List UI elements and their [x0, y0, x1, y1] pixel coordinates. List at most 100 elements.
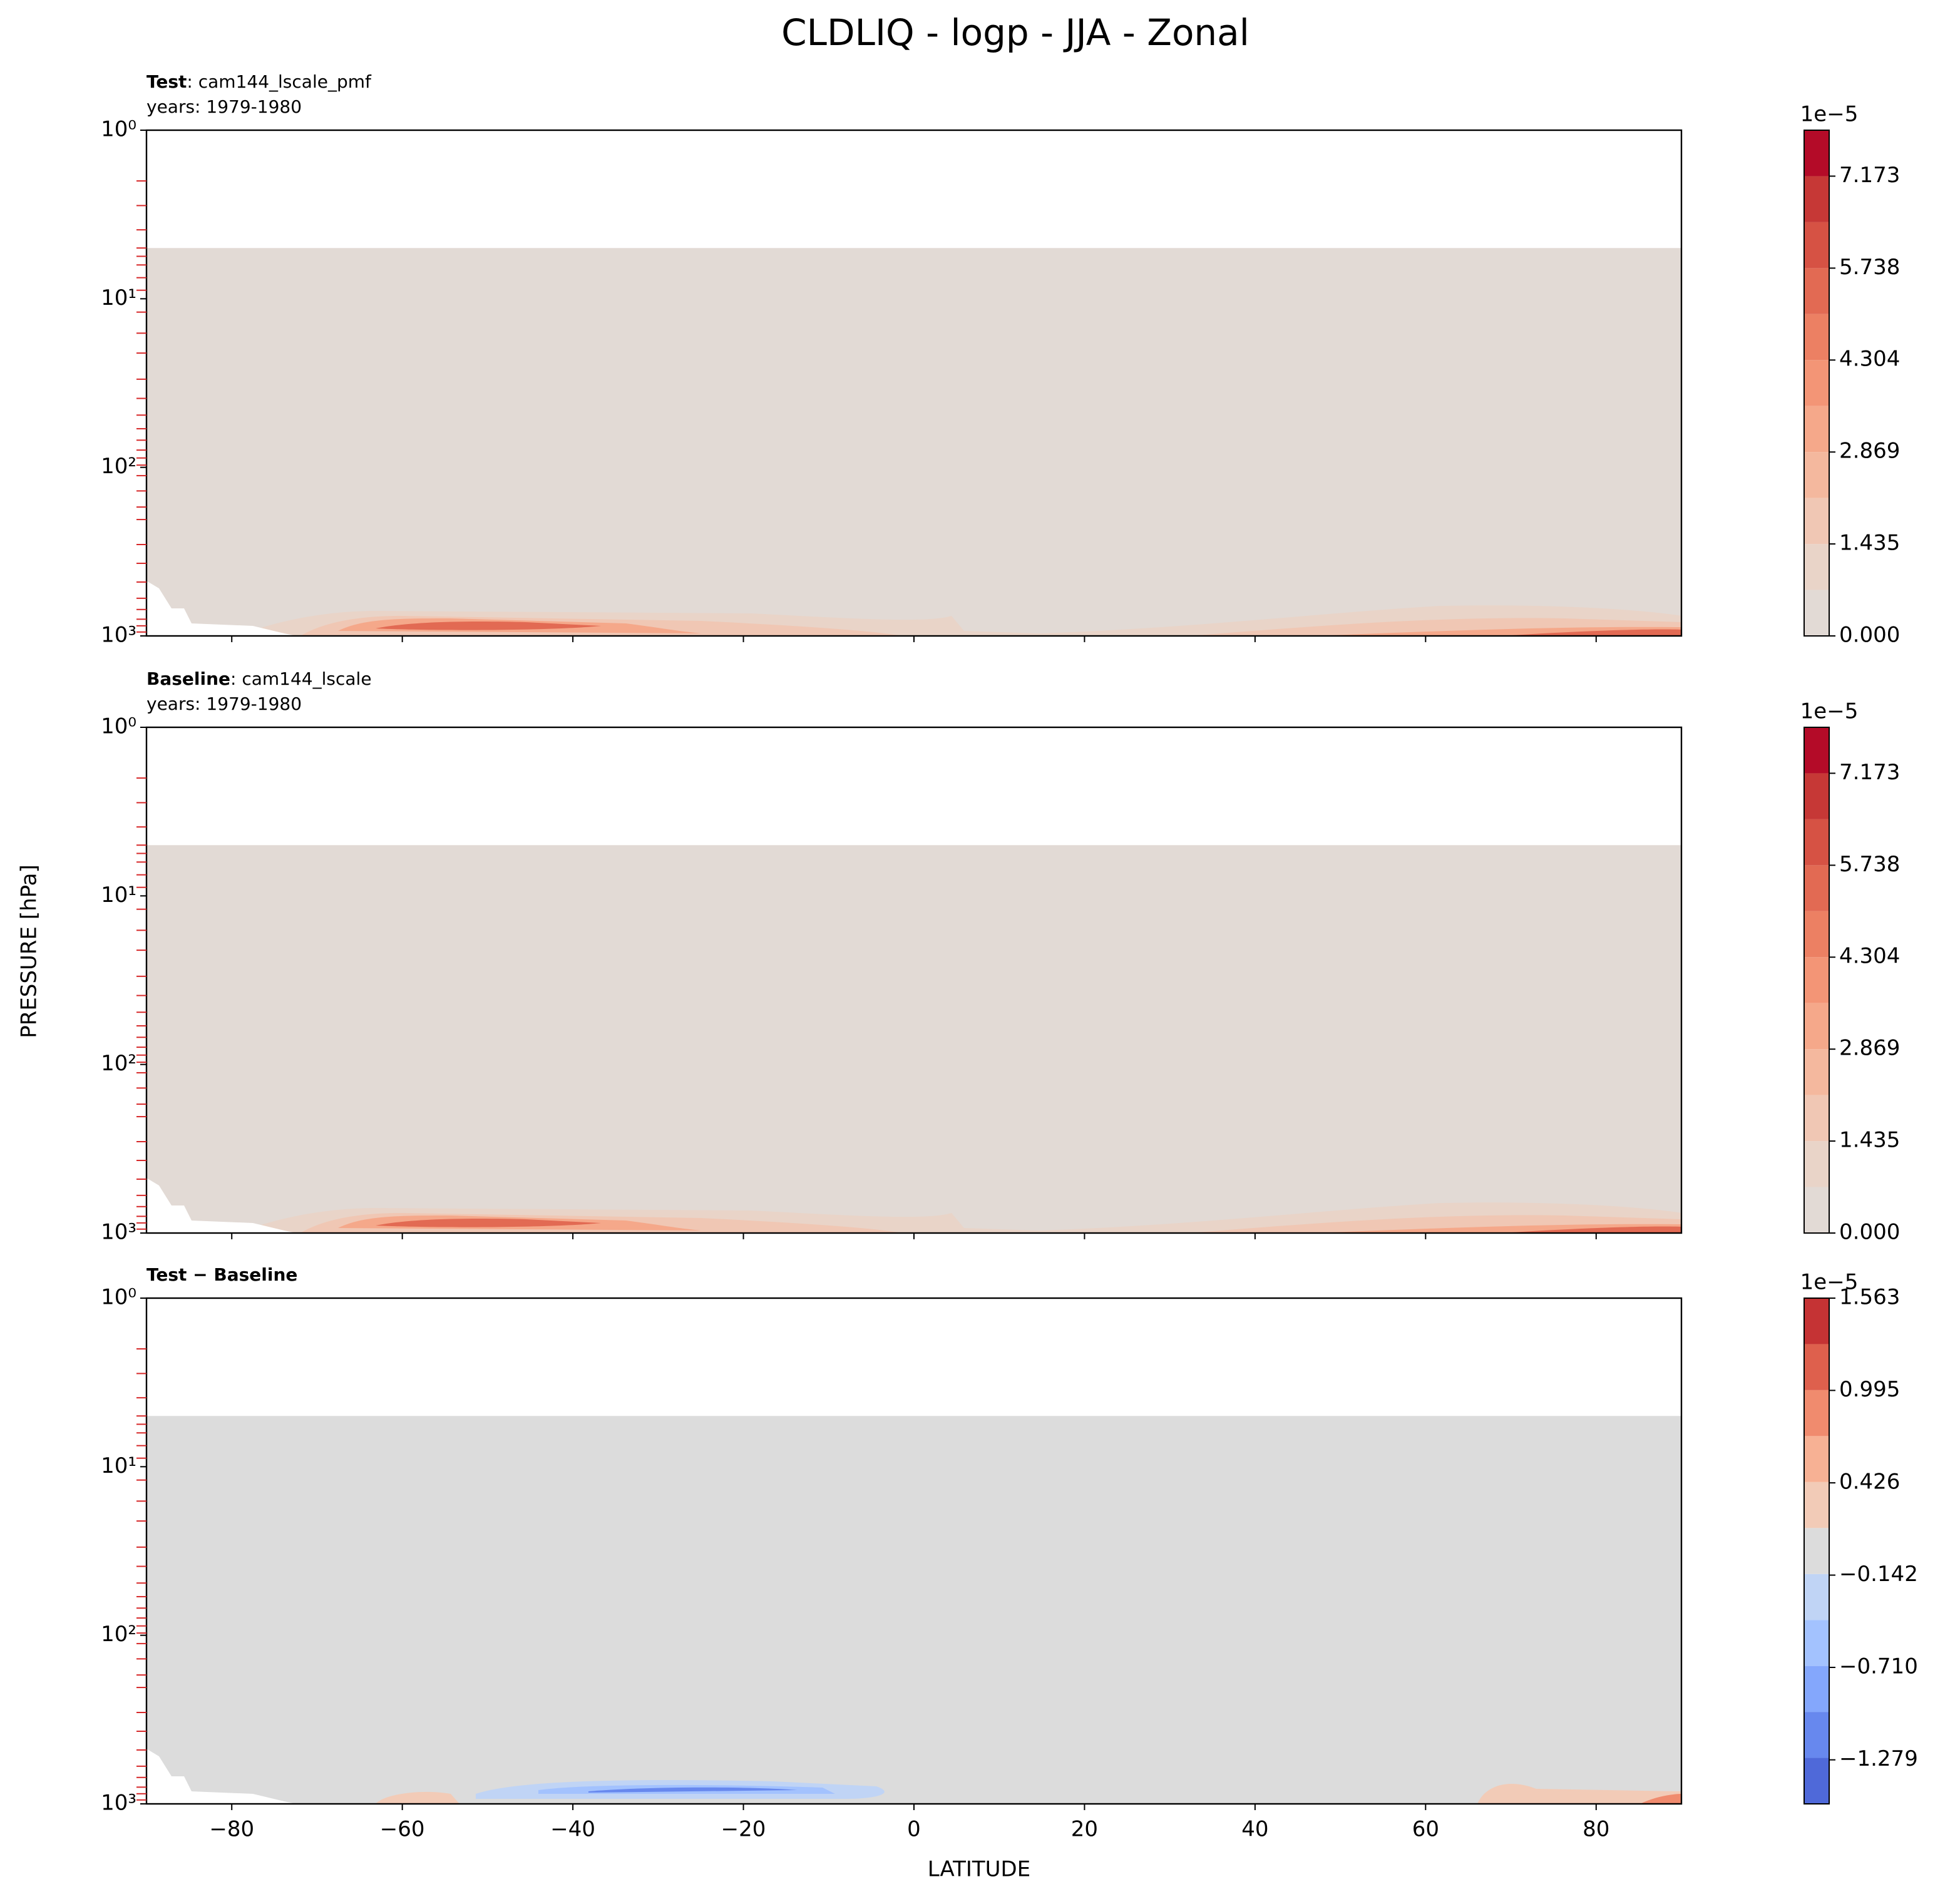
colorbar-band — [1804, 268, 1829, 314]
x-tick-label: 60 — [1412, 1817, 1439, 1842]
y-tick-label: 10² — [101, 454, 136, 479]
colorbar-band — [1804, 819, 1829, 866]
y-tick-label: 10² — [101, 1622, 136, 1647]
colorbar-band — [1804, 590, 1829, 636]
y-tick-label: 10³ — [101, 1791, 136, 1816]
colorbar-tick-label: −0.142 — [1839, 1562, 1918, 1587]
colorbar-band — [1804, 1344, 1829, 1390]
x-tick-label: −40 — [550, 1817, 595, 1842]
y-tick-label: 10⁰ — [101, 117, 136, 142]
colorbar-tick-label: 7.173 — [1839, 760, 1900, 785]
colorbar-band — [1804, 1141, 1829, 1187]
colorbar-tick-label: 0.000 — [1839, 1220, 1900, 1245]
colorbar-tick-label: 0.995 — [1839, 1377, 1900, 1402]
y-tick-label: 10¹ — [101, 883, 136, 908]
colorbar-band — [1804, 865, 1829, 911]
colorbar-band — [1804, 360, 1829, 406]
colorbar-band — [1804, 176, 1829, 222]
contour-band — [338, 618, 1681, 636]
colorbar-band — [1804, 452, 1829, 498]
colorbar-band — [1804, 1003, 1829, 1050]
x-tick-label: −80 — [209, 1817, 254, 1842]
x-tick-label: 80 — [1583, 1817, 1609, 1842]
y-tick-label: 10¹ — [101, 1453, 136, 1478]
field-fill — [146, 1416, 1681, 1804]
contour-band — [338, 1216, 1681, 1233]
y-axis-label: PRESSURE [hPa] — [17, 864, 42, 1038]
y-tick-label: 10¹ — [101, 285, 136, 310]
colorbar-band — [1804, 1666, 1829, 1712]
panel-subtitle: years: 1979-1980 — [146, 694, 302, 714]
colorbar-band — [1804, 1298, 1829, 1344]
colorbar-offset: 1e−5 — [1800, 699, 1859, 724]
contour-field — [146, 248, 1681, 636]
below-surface — [146, 581, 297, 636]
panel-title-bold: Baseline — [146, 668, 230, 689]
colorbar-band — [1804, 1620, 1829, 1666]
colorbar-tick-label: 1.563 — [1839, 1285, 1900, 1310]
y-tick-label: 10² — [101, 1051, 136, 1076]
colorbar-band — [1804, 957, 1829, 1003]
colorbar-band — [1804, 1095, 1829, 1142]
colorbar-tick-label: −1.279 — [1839, 1746, 1918, 1771]
colorbar-band — [1804, 406, 1829, 453]
colorbar-tick-label: 2.869 — [1839, 439, 1900, 464]
colorbar-tick-label: −0.710 — [1839, 1654, 1918, 1679]
contour-band — [376, 622, 1681, 636]
x-tick-label: −20 — [721, 1817, 766, 1842]
x-tick-label: −60 — [380, 1817, 425, 1842]
y-tick-label: 10³ — [101, 623, 136, 648]
x-tick-label: 0 — [907, 1817, 921, 1842]
colorbar-tick-label: 7.173 — [1839, 163, 1900, 188]
colorbar-frame — [1804, 130, 1830, 637]
contour-band — [1640, 1794, 1681, 1804]
colorbar-band — [1804, 727, 1829, 774]
colorbar-band — [1804, 498, 1829, 545]
field-fill — [146, 845, 1681, 1233]
field-fill — [146, 248, 1681, 636]
colorbar-band — [1804, 1436, 1829, 1482]
panel-title-bold: Test — [146, 71, 187, 92]
x-tick-label: 20 — [1071, 1817, 1098, 1842]
contour-band — [588, 1787, 798, 1793]
contour-field — [146, 845, 1681, 1233]
panel-title-bold: Test − Baseline — [146, 1264, 297, 1285]
colorbar-band — [1804, 1187, 1829, 1233]
colorbar-band — [1804, 1482, 1829, 1528]
colorbar-tick-label: 2.869 — [1839, 1036, 1900, 1061]
colorbar-tick-label: 4.304 — [1839, 347, 1900, 372]
x-tick-label: 40 — [1241, 1817, 1268, 1842]
below-surface — [146, 1749, 297, 1804]
x-axis-label: LATITUDE — [928, 1857, 1030, 1882]
colorbar-tick-label: 1.435 — [1839, 531, 1900, 556]
colorbar-band — [1804, 130, 1829, 177]
colorbar-tick-label: 5.738 — [1839, 852, 1900, 877]
panel-title-text: : cam144_lscale — [230, 668, 372, 689]
panel-subtitle: years: 1979-1980 — [146, 96, 302, 117]
colorbar-band — [1804, 773, 1829, 819]
colorbar-tick-label: 1.435 — [1839, 1128, 1900, 1153]
colorbar-band — [1804, 1390, 1829, 1436]
colorbar-tick-label: 0.426 — [1839, 1470, 1900, 1495]
colorbar-tick-label: 4.304 — [1839, 944, 1900, 969]
colorbar-frame — [1804, 1298, 1830, 1804]
colorbar-band — [1804, 1574, 1829, 1620]
colorbar-band — [1804, 222, 1829, 269]
y-tick-label: 10⁰ — [101, 714, 136, 739]
contour-band — [376, 1784, 1681, 1804]
panel-title-text: : cam144_lscale_pmf — [187, 71, 372, 92]
contour-band — [376, 1219, 1681, 1233]
colorbar-band — [1804, 1712, 1829, 1758]
contour-field — [146, 1416, 1681, 1804]
colorbar-band — [1804, 1758, 1829, 1804]
below-surface — [146, 1178, 297, 1233]
colorbar-offset: 1e−5 — [1800, 1270, 1859, 1295]
panel-title: Test − Baseline — [146, 1264, 297, 1285]
colorbar-band — [1804, 911, 1829, 958]
colorbar-frame — [1804, 727, 1830, 1234]
y-tick-label: 10⁰ — [101, 1285, 136, 1310]
panel-title: Baseline: cam144_lscale — [146, 668, 372, 689]
y-tick-label: 10³ — [101, 1220, 136, 1245]
colorbar-band — [1804, 1528, 1829, 1574]
